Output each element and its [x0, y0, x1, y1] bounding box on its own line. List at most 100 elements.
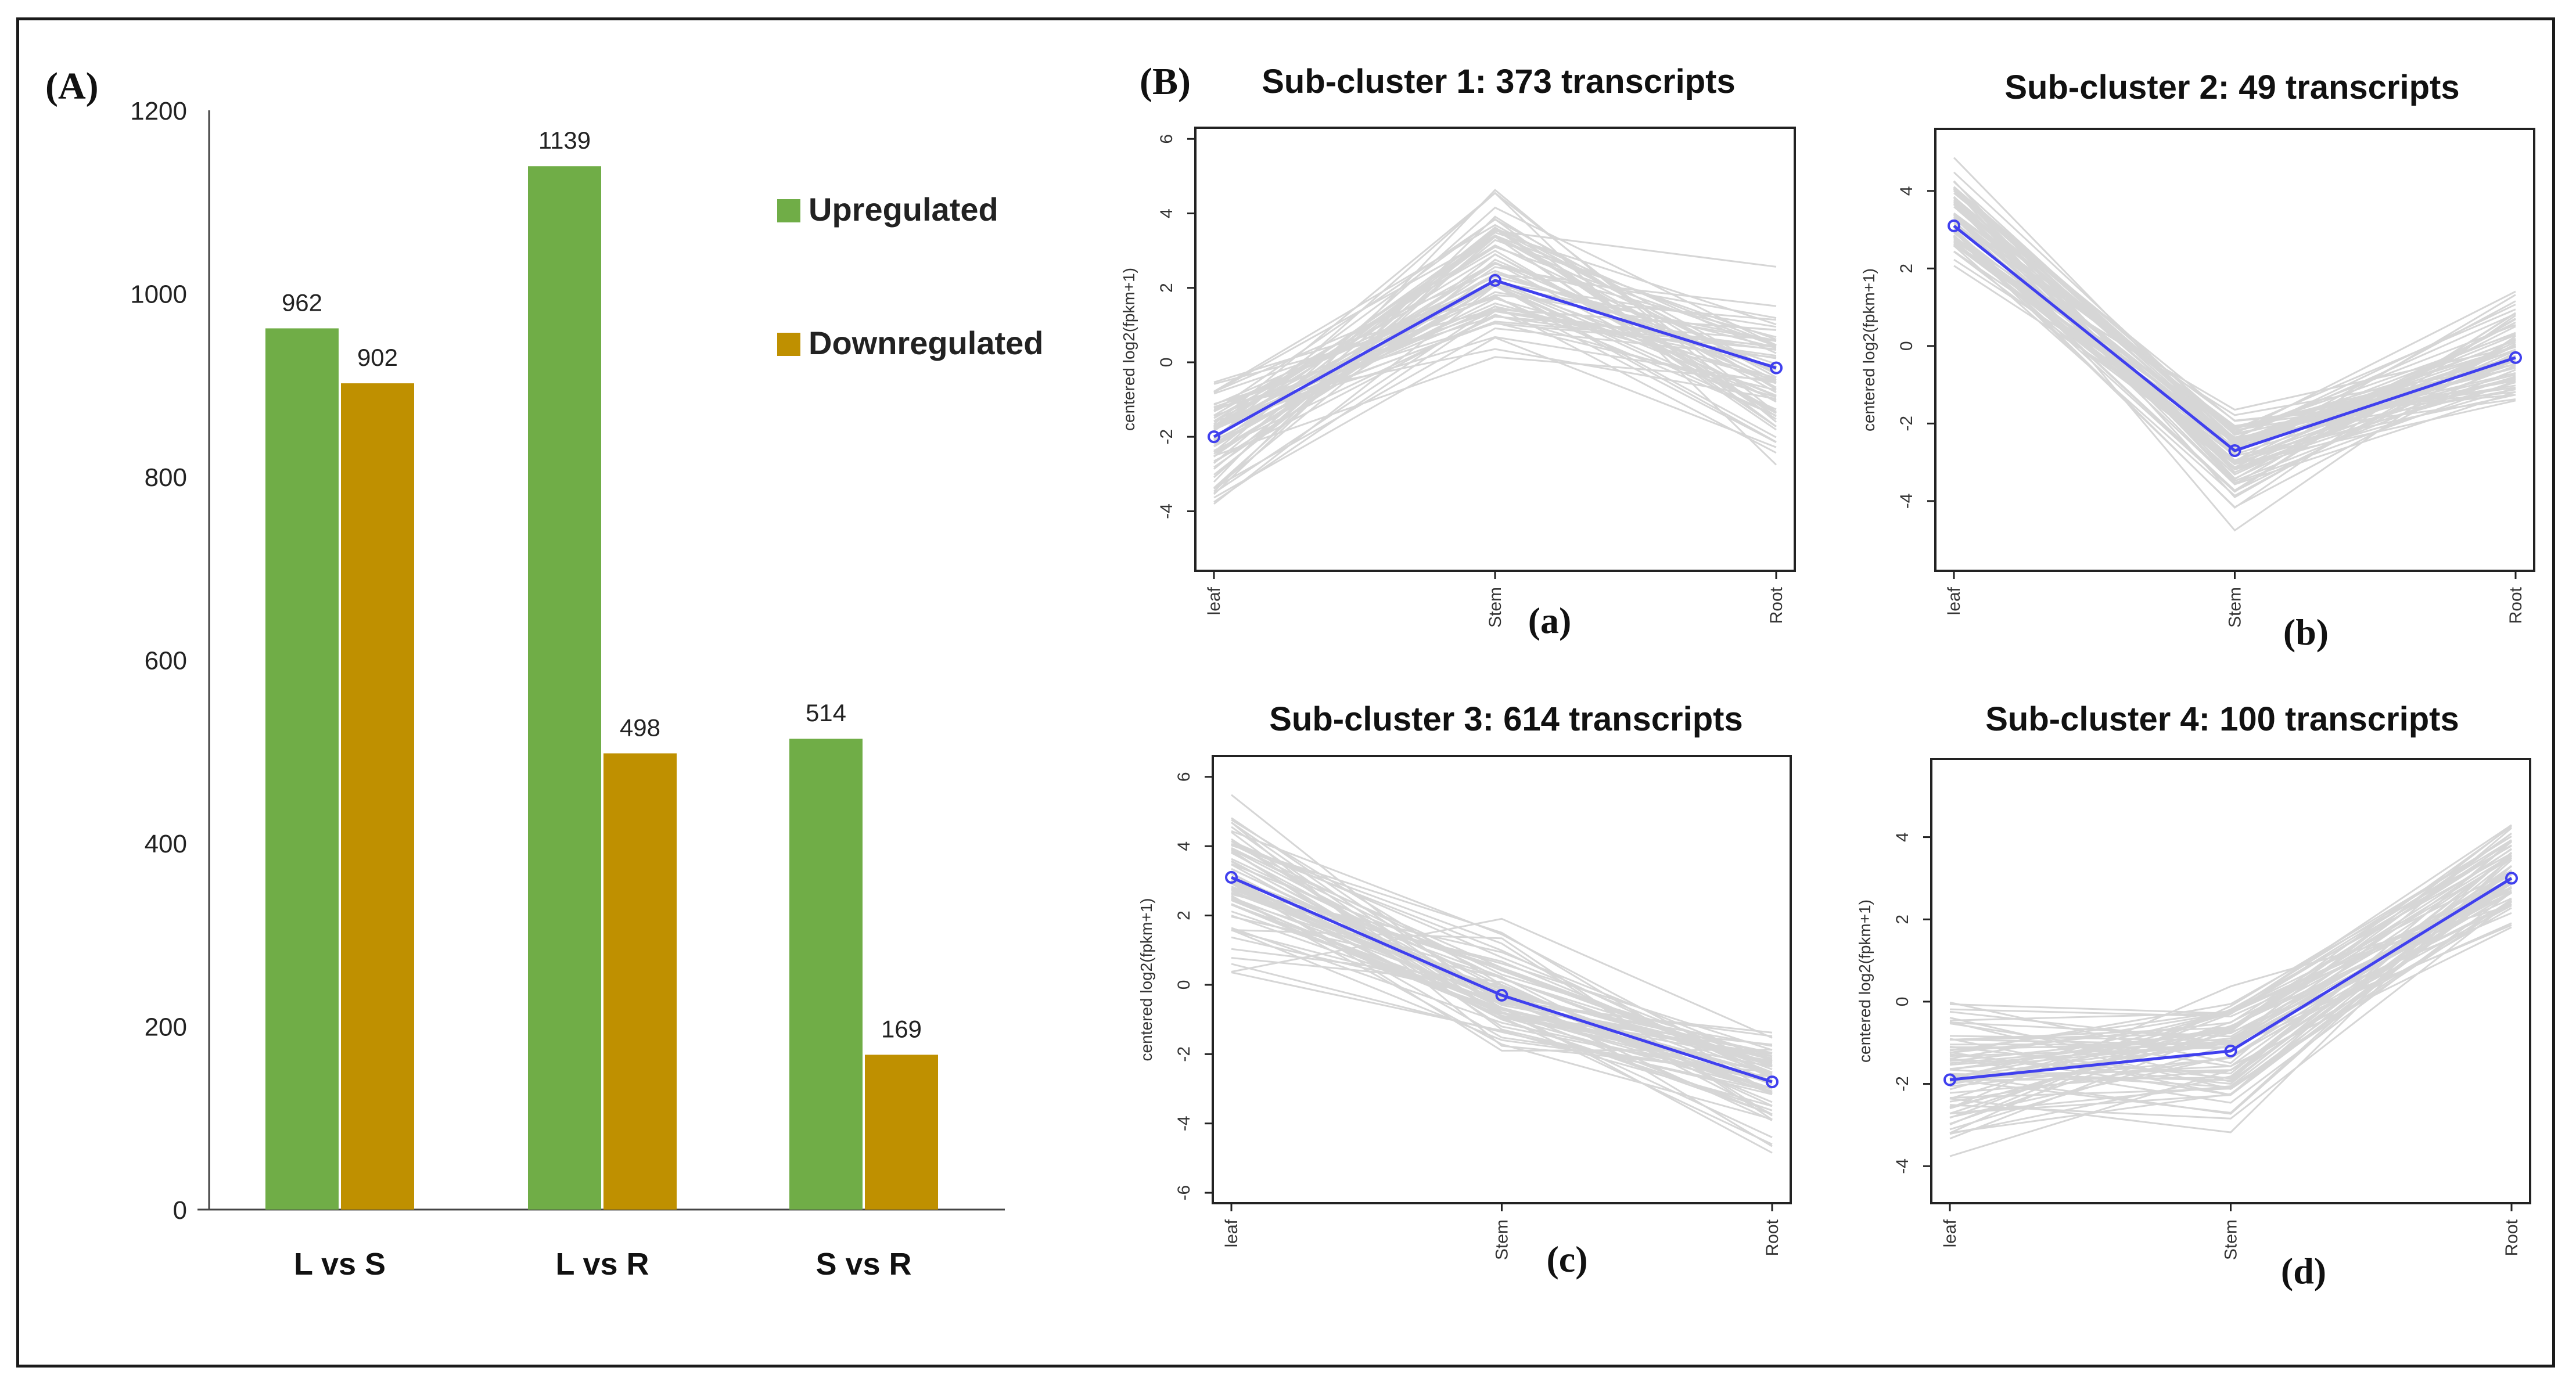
y-tick-label: 0 — [1174, 980, 1194, 990]
y-tick-label: -6 — [1174, 1185, 1194, 1201]
transcript-line — [1213, 215, 1777, 492]
transcript-line — [1949, 869, 2512, 1115]
y-tick-label: -2 — [1893, 1076, 1912, 1092]
transcript-line — [1213, 315, 1777, 405]
y-tick-label: 4 — [1174, 841, 1194, 851]
y-tick-label: 2 — [1157, 283, 1176, 293]
transcript-line — [1953, 203, 2516, 469]
bar-data-label: 1139 — [538, 127, 591, 154]
subcluster-title: Sub-cluster 1: 373 transcripts — [1262, 63, 1736, 100]
transcript-line — [1949, 848, 2512, 1070]
y-tick-label: -4 — [1897, 493, 1916, 509]
y-tick-label: 0 — [1893, 997, 1912, 1007]
transcript-line — [1953, 238, 2516, 438]
x-tick-label: Root — [1767, 586, 1786, 624]
y-axis-label: centered log2(fpkm+1) — [1856, 899, 1874, 1063]
legend-swatch-downregulated — [777, 333, 800, 356]
transcript-lines — [1231, 794, 1773, 1154]
centroid-point — [2505, 872, 2518, 885]
centroid-point — [1495, 988, 1508, 1002]
plot-frame — [1930, 758, 2531, 1204]
centroid-point — [1948, 219, 1960, 232]
subcluster-title: Sub-cluster 3: 614 transcripts — [1269, 700, 1743, 738]
transcript-line — [1213, 322, 1777, 427]
x-tick-label: leaf — [1222, 1219, 1241, 1247]
transcript-line — [1231, 891, 1773, 1095]
transcript-line — [1231, 889, 1773, 1062]
figure-frame — [16, 17, 2555, 1368]
bar-category-label: L vs R — [555, 1247, 649, 1282]
x-tick-label: leaf — [1945, 586, 1964, 615]
bar-chart: 0 200 400 600 800 1000 1200 962 902 1139 498 514 16… — [130, 97, 1005, 1282]
bar-y-tick-label: 1200 — [130, 97, 187, 125]
transcript-line — [1213, 356, 1777, 457]
x-tick-label: Stem — [1493, 1219, 1512, 1260]
x-tick-label: Root — [2506, 586, 2525, 624]
transcript-line — [1213, 231, 1777, 440]
x-tick-label: Root — [2502, 1219, 2521, 1256]
x-tick-label: Root — [1763, 1219, 1782, 1256]
bar-marks: 962 902 1139 498 514 169 — [265, 127, 938, 1210]
bar-downregulated — [341, 383, 414, 1210]
centroid-line — [1953, 224, 2516, 452]
transcript-line — [1953, 212, 2516, 422]
transcript-line — [1949, 845, 2512, 1054]
panel-label-b: (B) — [1140, 60, 1191, 103]
subcluster-4-plot: Sub-cluster 4: 100 transcripts -4 -2 0 2 4 cen… — [1856, 700, 2531, 1291]
transcript-line — [1953, 231, 2516, 509]
transcript-lines — [1213, 189, 1777, 505]
y-tick-label: 2 — [1174, 911, 1194, 920]
panel-label-a: (A) — [45, 65, 99, 107]
bar-legend: Upregulated Downregulated — [777, 191, 1043, 361]
transcript-line — [1213, 272, 1777, 468]
y-tick-label: 2 — [1897, 264, 1916, 274]
bar-upregulated — [265, 328, 339, 1210]
transcript-line — [1213, 235, 1777, 489]
transcript-line — [1949, 865, 2512, 1115]
transcript-line — [1949, 900, 2512, 1120]
bar-y-tick-label: 800 — [145, 463, 187, 492]
bar-upregulated — [528, 166, 601, 1210]
x-tick-label: leaf — [1941, 1219, 1960, 1247]
subcluster-3-plot: Sub-cluster 3: 614 transcripts -6 -4 -2 0 2 4 6… — [1137, 700, 1792, 1280]
transcript-line — [1231, 963, 1773, 1092]
transcript-line — [1231, 847, 1773, 1064]
bar-downregulated — [865, 1055, 938, 1210]
bar-data-label: 169 — [881, 1015, 922, 1042]
centroid-point — [2228, 444, 2241, 458]
transcript-line — [1213, 336, 1777, 499]
transcript-line — [1213, 249, 1777, 416]
transcript-line — [1213, 224, 1777, 393]
x-tick-label: Stem — [2222, 1219, 2241, 1260]
bar-y-ticks: 0 200 400 600 800 1000 1200 — [130, 97, 187, 1225]
transcript-line — [1231, 911, 1773, 1034]
transcript-line — [1231, 879, 1773, 1074]
bar-category-labels: L vs S L vs R S vs R — [294, 1247, 912, 1282]
transcript-line — [1231, 843, 1773, 1057]
subcluster-label: (d) — [2281, 1250, 2326, 1291]
subcluster-1-plot: Sub-cluster 1: 373 transcripts -4 -2 0 2 4 6 ce… — [1120, 63, 1796, 641]
y-tick-label: 4 — [1897, 186, 1916, 196]
centroid-line — [1949, 877, 2513, 1081]
legend-label-downregulated: Downregulated — [809, 325, 1043, 361]
transcript-line — [1949, 887, 2512, 1078]
y-axis-label: centered log2(fpkm+1) — [1120, 268, 1138, 431]
bar-data-label: 902 — [357, 344, 398, 371]
centroid-point — [1208, 430, 1220, 444]
transcript-line — [1213, 228, 1777, 478]
transcript-line — [1953, 214, 2516, 442]
y-tick-label: 4 — [1893, 832, 1912, 842]
subcluster-label: (c) — [1546, 1239, 1587, 1280]
y-tick-label: -2 — [1157, 429, 1176, 445]
y-tick-label: -2 — [1897, 416, 1916, 431]
transcript-line — [1949, 912, 2512, 1108]
transcript-lines — [1953, 157, 2516, 532]
transcript-line — [1231, 831, 1773, 1096]
transcript-line — [1231, 895, 1773, 1120]
subcluster-label: (b) — [2283, 611, 2329, 653]
bar-category-label: S vs R — [815, 1247, 911, 1282]
bar-data-label: 514 — [806, 699, 846, 726]
transcript-line — [1949, 852, 2512, 1135]
y-tick-label: 0 — [1157, 358, 1176, 368]
